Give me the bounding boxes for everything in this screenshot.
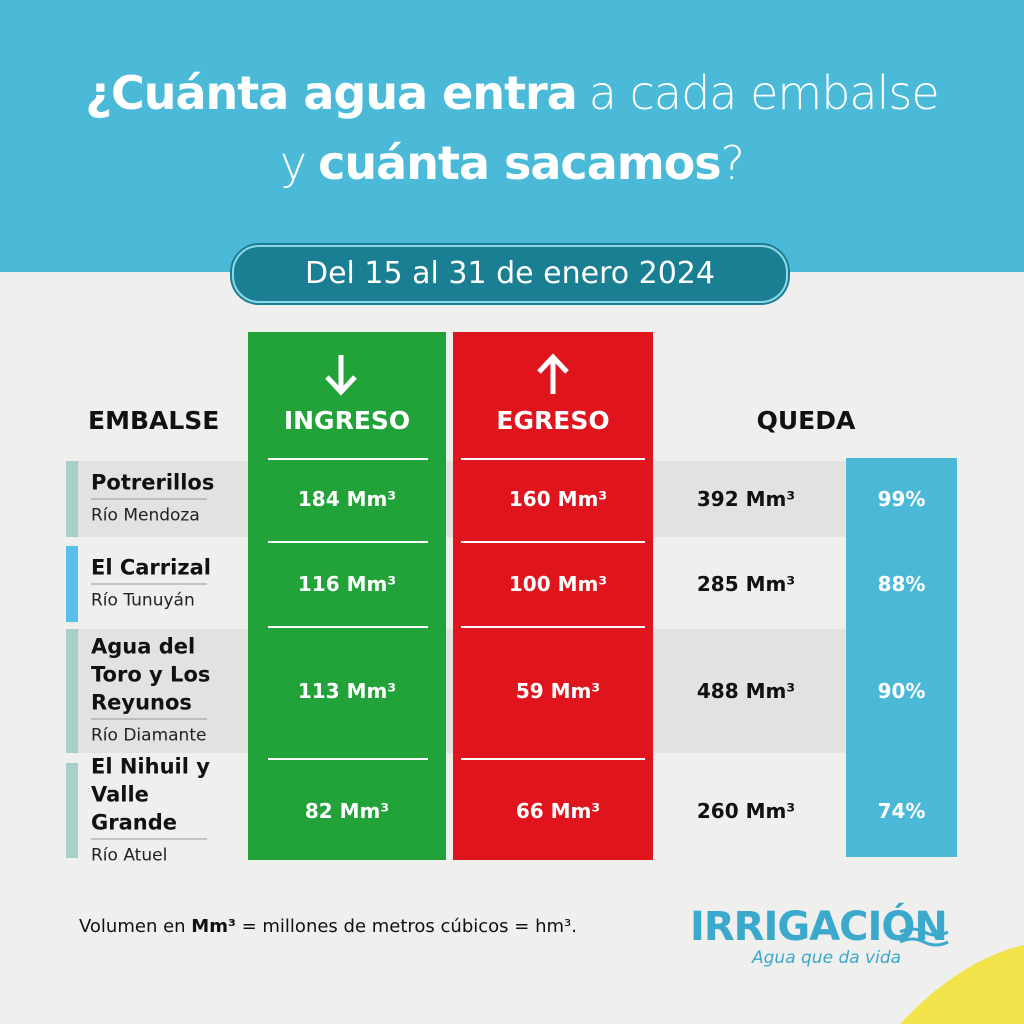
reservoir: El Nihuil y Valle Grande Río Atuel	[91, 752, 226, 869]
row-marker	[66, 763, 78, 858]
egreso-value: 160 Mm³	[508, 487, 608, 511]
percent-value: 99%	[877, 487, 926, 511]
down-arrow	[325, 355, 357, 396]
ingreso-value: 116 Mm³	[297, 572, 397, 596]
queda-value: 260 Mm³	[696, 798, 796, 823]
river-name: Río Tunuyán	[91, 583, 207, 615]
separator	[268, 626, 428, 628]
title-line: ¿Cuánta agua entra a cada embalse	[0, 66, 1024, 120]
reservoir-name: El Nihuil y Valle Grande	[91, 754, 210, 834]
footer-note: Volumen en Mm³ = millones de metros cúbi…	[79, 916, 577, 937]
note-text: = millones de metros cúbicos = hm³.	[241, 916, 577, 937]
separator	[461, 758, 645, 760]
title-part: cuánta sacamos	[318, 136, 721, 190]
egreso-column	[453, 332, 653, 860]
queda-value: 392 Mm³	[696, 487, 796, 511]
date-pill: Del 15 al 31 de enero 2024	[232, 245, 788, 303]
egreso-value: 66 Mm³	[515, 798, 601, 823]
tagline: Agua que da vida	[752, 948, 902, 968]
river-name: Río Diamante	[91, 718, 207, 750]
header-embalse: EMBALSE	[88, 406, 220, 435]
up-arrow	[537, 353, 569, 394]
ingreso-column	[248, 332, 446, 860]
ingreso-value: 184 Mm³	[297, 487, 397, 511]
title-part: a cada embalse	[588, 66, 940, 120]
title-line: y cuánta sacamos?	[0, 136, 1024, 190]
egreso-value: 100 Mm³	[508, 572, 608, 596]
separator	[461, 626, 645, 628]
separator	[268, 458, 428, 460]
percent-value: 88%	[877, 572, 926, 596]
note-text: Volumen en	[79, 916, 186, 937]
egreso-value: 59 Mm³	[515, 679, 601, 703]
row-band	[446, 629, 453, 753]
reservoir-name: Potrerillos	[91, 470, 215, 495]
queda-value: 285 Mm³	[696, 572, 796, 596]
header-egreso: EGRESO	[496, 406, 610, 435]
separator	[461, 541, 645, 543]
row-band	[66, 629, 248, 753]
logo-waves	[899, 927, 949, 947]
reservoir: Agua del Toro y Los Reyunos Río Diamante	[91, 633, 226, 750]
title-part: ?	[720, 136, 745, 190]
logo: IRRIGACIÓN	[690, 904, 948, 950]
note-unit: Mm³	[191, 916, 236, 937]
row-band	[653, 629, 846, 753]
row-marker	[66, 461, 78, 537]
percent-value: 74%	[877, 798, 926, 823]
reservoir-name: El Carrizal	[91, 555, 211, 580]
yellow-wave	[900, 945, 1024, 1024]
row-marker	[66, 546, 78, 622]
river-name: Río Mendoza	[91, 498, 207, 530]
reservoir-name: Agua del Toro y Los Reyunos	[91, 634, 211, 715]
title-part: y	[279, 136, 307, 190]
reservoir: El Carrizal Río Tunuyán	[91, 554, 226, 615]
percent-column	[846, 458, 957, 857]
river-name: Río Atuel	[91, 838, 207, 869]
header-band	[0, 0, 1024, 272]
row-band	[446, 461, 453, 537]
title-part: ¿Cuánta agua entra	[85, 66, 577, 120]
percent-value: 90%	[877, 679, 926, 703]
separator	[268, 758, 428, 760]
row-marker	[66, 629, 78, 753]
header-ingreso: INGRESO	[283, 406, 411, 435]
ingreso-value: 82 Mm³	[304, 798, 390, 823]
separator	[268, 541, 428, 543]
separator	[461, 458, 645, 460]
reservoir: Potrerillos Río Mendoza	[91, 469, 226, 530]
ingreso-value: 113 Mm³	[297, 679, 397, 703]
queda-value: 488 Mm³	[696, 679, 796, 703]
row-band	[653, 461, 846, 537]
header-queda: QUEDA	[756, 406, 856, 435]
